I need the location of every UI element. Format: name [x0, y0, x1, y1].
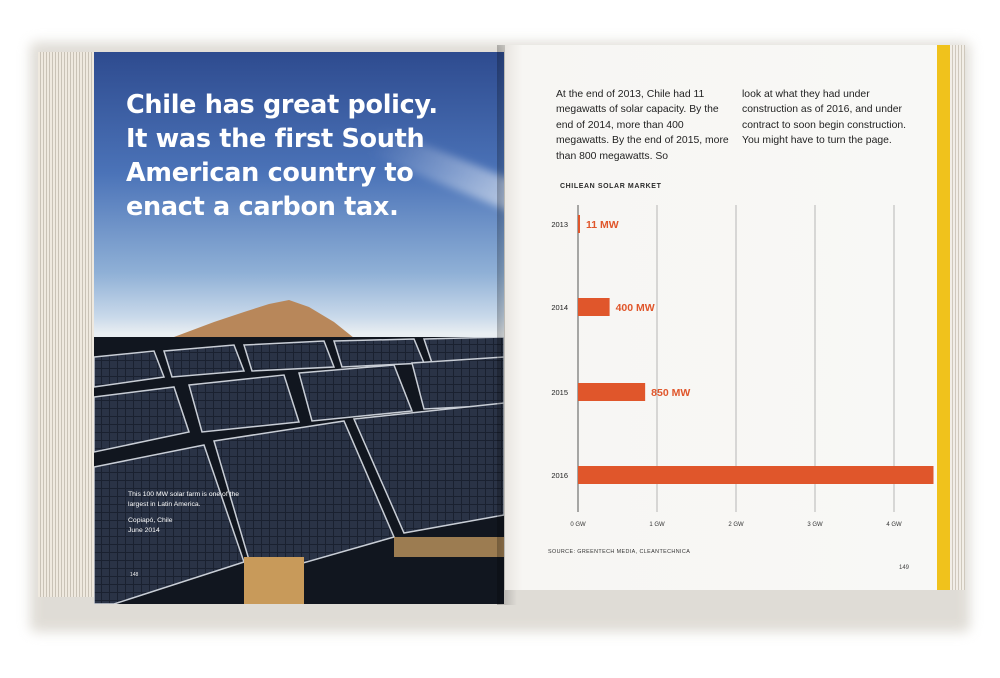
body-text-column-1: At the end of 2013, Chile had 11 megawat…: [556, 89, 729, 162]
left-page-photo: [94, 52, 504, 604]
bar-2016: [578, 466, 934, 484]
photo-caption: This 100 MW solar farm is one of the lar…: [128, 490, 240, 536]
x-tick-label: 2 GW: [728, 522, 744, 528]
y-category-label: 2013: [551, 220, 568, 229]
bar-data-label: 850 MW: [651, 387, 690, 399]
chart-source: SOURCE: GREENTECH MEDIA, CLEANTECHNICA: [548, 549, 691, 555]
photo-headline: Chile has great policy. It was the first…: [126, 90, 438, 222]
bar-data-label: 400 MW: [616, 302, 655, 314]
page-number-right: 149: [899, 565, 910, 571]
x-tick-label: 1 GW: [649, 522, 665, 528]
page-number-left: 148: [130, 572, 139, 578]
y-category-label: 2014: [551, 303, 568, 312]
x-tick-label: 4 GW: [886, 522, 902, 528]
caption-text: This 100 MW solar farm is one of the lar…: [128, 491, 240, 508]
bar-2013: [578, 215, 580, 233]
chart-title: CHILEAN SOLAR MARKET: [560, 183, 662, 190]
body-text-column-2: look at what they had under construction…: [742, 89, 907, 147]
x-tick-label: 0 GW: [570, 522, 586, 528]
bar-2015: [578, 383, 646, 401]
bar-2014: [578, 298, 610, 316]
caption-date: June 2014: [128, 527, 160, 534]
yellow-page-edge: [934, 45, 950, 590]
caption-location: Copiapó, Chile: [128, 517, 173, 524]
y-category-label: 2015: [551, 388, 568, 397]
bar-data-label: 11 MW: [586, 219, 619, 231]
y-category-label: 2016: [551, 471, 568, 480]
solar-panels-illustration: [94, 337, 504, 604]
page-edges-left: [38, 52, 98, 597]
right-page: [505, 45, 937, 590]
x-tick-label: 3 GW: [807, 522, 823, 528]
